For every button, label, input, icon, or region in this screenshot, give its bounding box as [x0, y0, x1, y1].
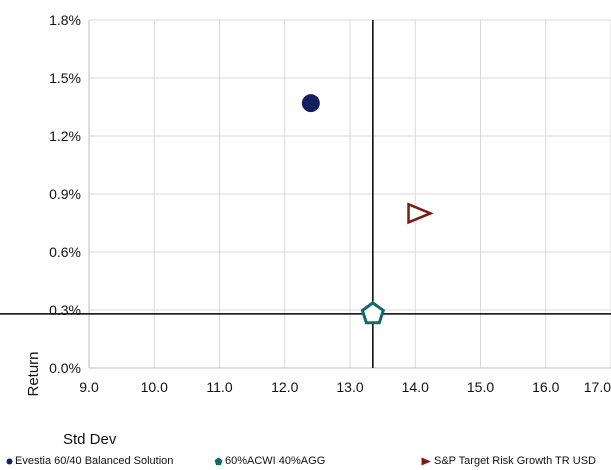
- data-points: [301, 94, 434, 325]
- y-tick-label: 0.0%: [49, 360, 81, 376]
- grid-lines: [89, 19, 611, 368]
- x-tick-label: 16.0: [532, 379, 559, 395]
- axes: [88, 20, 611, 369]
- data-point-acwi-agg: [360, 301, 386, 325]
- y-tick-label: 0.3%: [49, 302, 81, 318]
- data-point-sp-target-risk: [407, 202, 434, 225]
- triangle-right-marker-icon: [421, 457, 431, 465]
- x-tick-label: 11.0: [206, 379, 232, 395]
- legend-label-evestia: Evestia 60/40 Balanced Solution: [15, 455, 174, 467]
- y-tick-label: 0.9%: [49, 186, 81, 202]
- x-tick-label: 14.0: [402, 379, 429, 395]
- x-tick-label: 9.0: [79, 379, 99, 395]
- y-tick-label: 1.5%: [49, 70, 81, 86]
- legend-label-sp-target-risk: S&P Target Risk Growth TR USD: [434, 455, 596, 467]
- y-tick-label: 1.2%: [49, 128, 81, 144]
- legend: Evestia 60/40 Balanced Solution 60%ACWI …: [6, 455, 611, 469]
- legend-item-acwi-agg: 60%ACWI 40%AGG: [214, 455, 325, 467]
- x-tick-label: 17.0: [584, 379, 611, 395]
- data-point-evestia: [301, 94, 320, 113]
- y-axis-title: Return: [25, 351, 42, 396]
- x-tick-label: 13.0: [336, 379, 363, 395]
- legend-label-acwi-agg: 60%ACWI 40%AGG: [225, 455, 326, 467]
- pentagon-marker-icon: [214, 457, 223, 465]
- x-tick-label: 10.0: [141, 379, 168, 395]
- x-axis-title: Std Dev: [63, 431, 117, 448]
- x-tick-label: 15.0: [467, 379, 494, 395]
- y-tick-label: 0.6%: [49, 244, 81, 260]
- x-tick-label: 12.0: [271, 379, 298, 395]
- circle-marker-icon: [6, 458, 13, 464]
- tick-labels: 0.0% 0.3% 0.6% 0.9% 1.2% 1.5% 1.8% 9.0 10.0 11.0 1…: [49, 12, 611, 395]
- legend-item-evestia: Evestia 60/40 Balanced Solution: [6, 455, 173, 467]
- y-tick-label: 1.8%: [49, 12, 81, 28]
- legend-item-sp-target-risk: S&P Target Risk Growth TR USD: [421, 455, 596, 467]
